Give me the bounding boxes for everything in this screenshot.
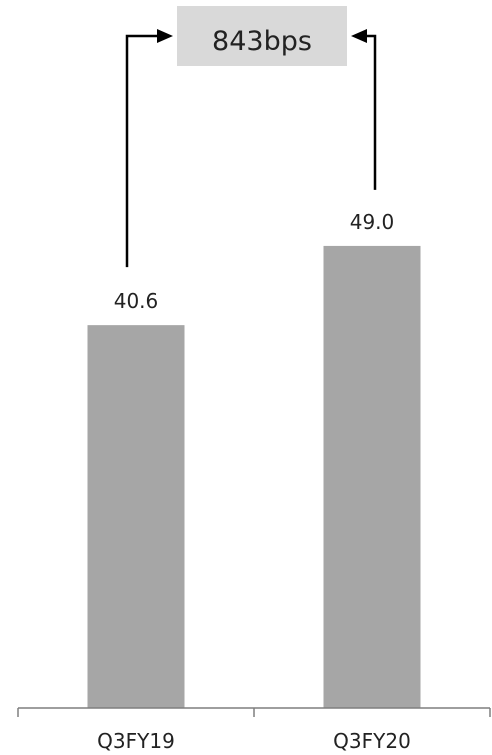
bar-q3fy19 bbox=[87, 325, 185, 708]
data-label: 49.0 bbox=[350, 210, 395, 234]
arrows-layer bbox=[125, 29, 377, 268]
connector-line bbox=[125, 34, 159, 268]
arrowhead-icon bbox=[351, 29, 367, 43]
bar-q3fy20 bbox=[323, 245, 421, 708]
connector-line bbox=[365, 34, 377, 190]
arrowhead-icon bbox=[157, 29, 173, 43]
category-label: Q3FY20 bbox=[333, 729, 411, 753]
bars-layer bbox=[87, 245, 421, 708]
annotation-label: 843bps bbox=[212, 26, 312, 57]
data-label: 40.6 bbox=[114, 289, 159, 313]
annotation-box bbox=[177, 6, 347, 66]
x-axis bbox=[17, 707, 491, 717]
category-label: Q3FY19 bbox=[97, 729, 175, 753]
labels-layer: 40.6 Q3FY19 49.0 Q3FY20 bbox=[97, 210, 411, 753]
